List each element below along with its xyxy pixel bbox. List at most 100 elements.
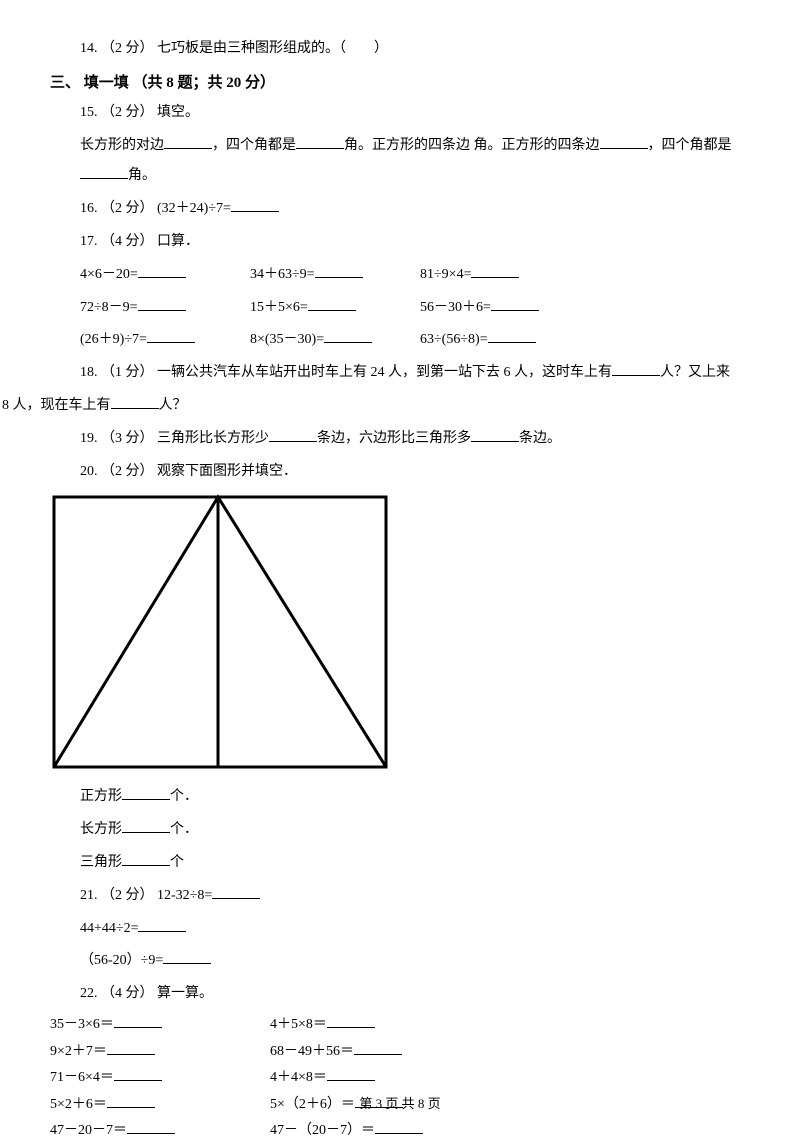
q17-num: 17. (80, 234, 98, 249)
q19-num: 19. (80, 431, 98, 446)
page-footer: 第 3 页 共 8 页 (0, 1093, 800, 1112)
q21-pts: （2 分） (101, 888, 154, 903)
section-3-sub: （共 8 题；共 20 分） (133, 75, 276, 91)
q20-rect-label: 长方形 (80, 822, 122, 837)
q18-p2: 人？又上来 (660, 365, 730, 380)
blank[interactable] (111, 395, 159, 409)
q20-sq: 正方形个． (80, 782, 750, 813)
q18-num: 18. (80, 365, 98, 380)
question-22: 22. （4 分） 算一算。 (80, 979, 750, 1010)
blank[interactable] (122, 786, 170, 800)
q14-pts: （2 分） (101, 41, 154, 56)
blank[interactable] (488, 329, 536, 343)
q21-e2: 44+44÷2= (80, 921, 138, 936)
q17-r2c: 56－30＋6= (420, 300, 491, 315)
blank[interactable] (164, 135, 212, 149)
q21-num: 21. (80, 888, 98, 903)
blank[interactable] (324, 329, 372, 343)
q17-r1b: 34＋63÷9= (250, 267, 315, 282)
q15-title: 填空。 (157, 105, 199, 120)
blank[interactable] (122, 819, 170, 833)
q15-p1: 长方形的对边 (80, 138, 164, 153)
q22-l1: 35－3×6＝ (50, 1017, 114, 1032)
blank[interactable] (327, 1014, 375, 1028)
section-3-label: 三、 (50, 75, 80, 91)
section-3-header: 三、 填一填 （共 8 题；共 20 分） (50, 71, 750, 92)
q22-pts: （4 分） (101, 986, 154, 1001)
question-19: 19. （3 分） 三角形比长方形少条边，六边形比三角形多条边。 (80, 424, 750, 455)
q15-p3: 角。正方形的四条边 (344, 138, 470, 153)
q21-e3: （56-20）÷9= (80, 953, 163, 968)
q22-r5: 47－（20－7）＝ (270, 1123, 375, 1138)
question-17: 17. （4 分） 口算． (80, 227, 750, 258)
q17-r2b: 15＋5×6= (250, 300, 308, 315)
q20-tri-unit: 个 (170, 855, 184, 870)
blank[interactable] (600, 135, 648, 149)
q18-l2a: 8 人，现在车上有 (2, 398, 111, 413)
blank[interactable] (147, 329, 195, 343)
blank[interactable] (612, 362, 660, 376)
blank[interactable] (138, 918, 186, 932)
blank[interactable] (296, 135, 344, 149)
blank[interactable] (107, 1041, 155, 1055)
q16-pts: （2 分） (101, 201, 154, 216)
q22-right-col: 4＋5×8＝ 68－49＋56＝ 4＋4×8＝ 5×（2＋6）＝ 47－（20－… (270, 1012, 490, 1145)
blank[interactable] (114, 1067, 162, 1081)
q20-rect-unit: 个． (170, 822, 198, 837)
blank[interactable] (375, 1120, 423, 1134)
q15-num: 15. (80, 105, 98, 120)
question-18-line2: 8 人，现在车上有人？ (2, 391, 750, 422)
q19-pts: （3 分） (101, 431, 154, 446)
q17-r3c: 63÷(56÷8)= (420, 332, 488, 347)
blank[interactable] (315, 264, 363, 278)
q21-e1: 12-32÷8= (157, 888, 212, 903)
blank[interactable] (122, 852, 170, 866)
q17-r3a: (26＋9)÷7= (80, 332, 147, 347)
q22-title: 算一算。 (157, 986, 213, 1001)
q17-row3: (26＋9)÷7= 8×(35－30)= 63÷(56÷8)= (80, 325, 750, 356)
q22-left-col: 35－3×6＝ 9×2＋7＝ 71－6×4＝ 5×2＋6＝ 47－20－7＝ (50, 1012, 270, 1145)
q21-e2-row: 44+44÷2= (80, 914, 750, 945)
footer-text: 第 3 页 共 8 页 (359, 1096, 440, 1111)
question-18: 18. （1 分） 一辆公共汽车从车站开出时车上有 24 人，到第一站下去 6 … (80, 358, 750, 389)
blank[interactable] (163, 950, 211, 964)
geometry-figure (50, 493, 750, 776)
figure-svg (50, 493, 390, 771)
q19-p3: 条边。 (519, 431, 561, 446)
blank[interactable] (354, 1041, 402, 1055)
q14-text: 七巧板是由三种图形组成的。（ ） (157, 41, 388, 56)
blank[interactable] (471, 428, 519, 442)
blank[interactable] (471, 264, 519, 278)
q20-tri-label: 三角形 (80, 855, 122, 870)
q22-r1: 4＋5×8＝ (270, 1017, 327, 1032)
q22-l2: 9×2＋7＝ (50, 1044, 107, 1059)
q20-pts: （2 分） (101, 464, 154, 479)
q18-pts: （1 分） (101, 365, 154, 380)
q17-r2a: 72÷8－9= (80, 300, 138, 315)
blank[interactable] (138, 297, 186, 311)
blank[interactable] (114, 1014, 162, 1028)
q16-expr: (32＋24)÷7= (157, 201, 231, 216)
section-3-title: 填一填 (84, 75, 129, 91)
q20-title: 观察下面图形并填空． (157, 464, 297, 479)
q20-rect: 长方形 个． (80, 815, 750, 846)
q17-pts: （4 分） (101, 234, 154, 249)
blank[interactable] (491, 297, 539, 311)
blank[interactable] (327, 1067, 375, 1081)
blank[interactable] (127, 1120, 175, 1134)
question-15: 15. （2 分） 填空。 (80, 98, 750, 129)
q17-row1: 4×6－20= 34＋63÷9= 81÷9×4= (80, 260, 750, 291)
q22-l5: 47－20－7＝ (50, 1123, 127, 1138)
blank[interactable] (231, 198, 279, 212)
blank[interactable] (308, 297, 356, 311)
blank[interactable] (212, 885, 260, 899)
blank[interactable] (138, 264, 186, 278)
q20-tri: 三角形 个 (80, 848, 750, 879)
q22-l3: 71－6×4＝ (50, 1070, 114, 1085)
q17-row2: 72÷8－9= 15＋5×6= 56－30＋6= (80, 293, 750, 324)
blank[interactable] (269, 428, 317, 442)
question-14: 14. （2 分） 七巧板是由三种图形组成的。（ ） (80, 34, 750, 65)
blank[interactable] (80, 165, 128, 179)
q18-p1: 一辆公共汽车从车站开出时车上有 24 人，到第一站下去 6 人，这时车上有 (157, 365, 612, 380)
q21-e3-row: （56-20）÷9= (80, 946, 750, 977)
